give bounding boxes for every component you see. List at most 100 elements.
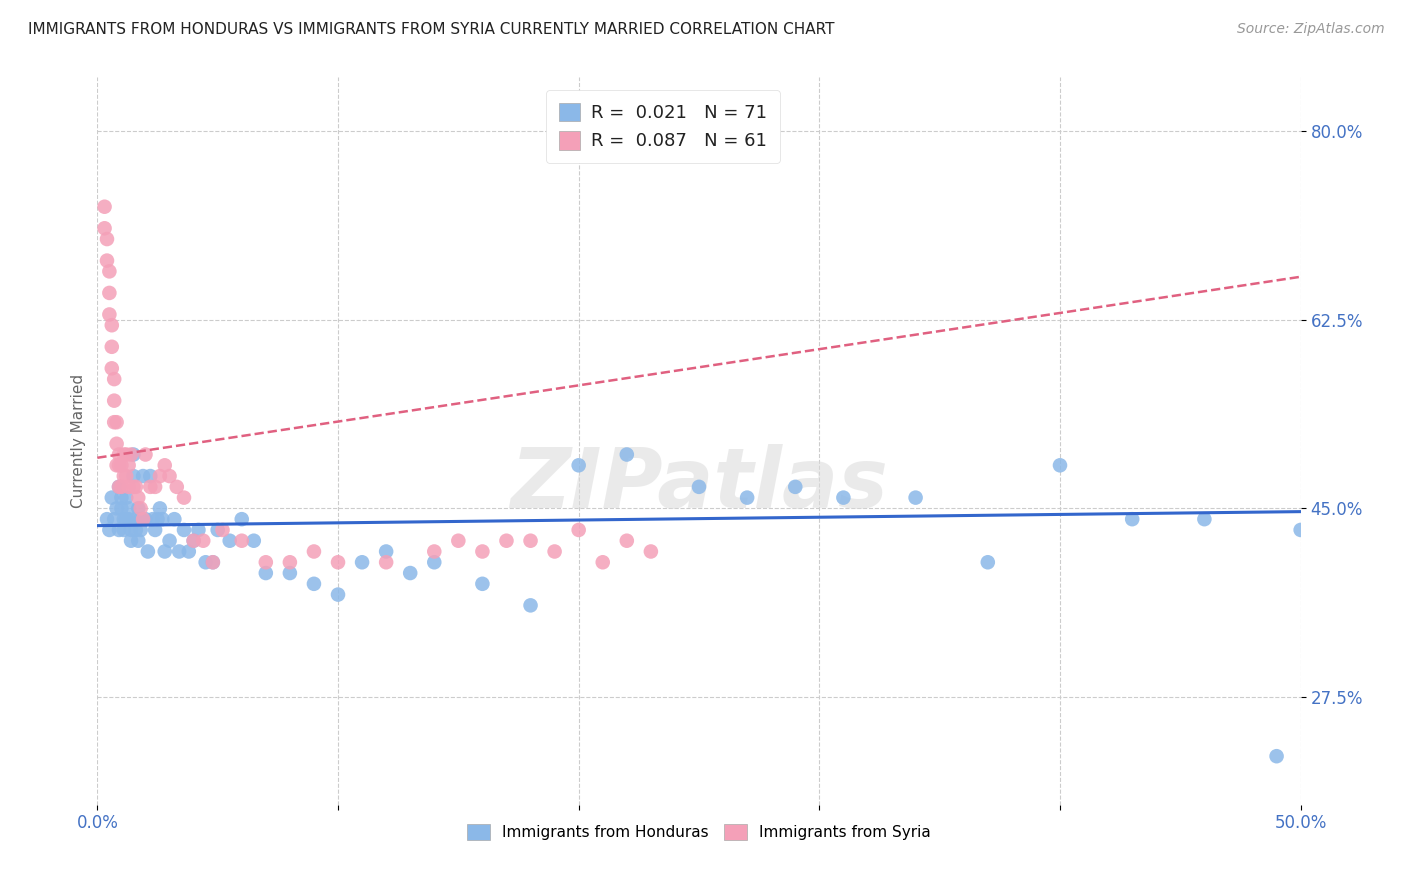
Point: [153, 458, 176, 473]
Point: [98, 264, 121, 278]
Point: [543, 544, 565, 558]
Point: [1121, 512, 1143, 526]
Point: [173, 523, 195, 537]
Point: [568, 523, 591, 537]
Point: [103, 415, 125, 429]
Point: [120, 523, 142, 537]
Point: [110, 501, 132, 516]
Point: [688, 480, 710, 494]
Point: [117, 512, 139, 526]
Point: [96, 253, 118, 268]
Point: [103, 512, 125, 526]
Point: [167, 544, 190, 558]
Point: [183, 533, 205, 548]
Point: [832, 491, 855, 505]
Point: [105, 458, 128, 473]
Legend: R =  0.021   N = 71, R =  0.087   N = 61: R = 0.021 N = 71, R = 0.087 N = 61: [546, 90, 780, 163]
Point: [785, 480, 807, 494]
Point: [105, 501, 128, 516]
Point: [108, 448, 131, 462]
Point: [1265, 749, 1288, 764]
Point: [129, 501, 152, 516]
Point: [129, 523, 152, 537]
Point: [142, 512, 165, 526]
Point: [592, 555, 614, 569]
Point: [149, 501, 172, 516]
Point: [103, 393, 125, 408]
Point: [231, 533, 253, 548]
Point: [302, 576, 325, 591]
Point: [110, 480, 132, 494]
Point: [143, 480, 166, 494]
Point: [115, 469, 138, 483]
Point: [519, 599, 541, 613]
Point: [616, 533, 638, 548]
Point: [201, 555, 224, 569]
Point: [278, 566, 301, 580]
Point: [125, 480, 148, 494]
Point: [122, 480, 145, 494]
Point: [115, 491, 138, 505]
Point: [254, 566, 277, 580]
Point: [136, 544, 159, 558]
Point: [112, 448, 135, 462]
Point: [132, 512, 155, 526]
Point: [108, 523, 131, 537]
Point: [117, 458, 139, 473]
Point: [1289, 523, 1312, 537]
Point: [640, 544, 662, 558]
Point: [132, 469, 155, 483]
Point: [201, 555, 224, 569]
Point: [101, 491, 124, 505]
Point: [117, 501, 139, 516]
Point: [423, 555, 446, 569]
Point: [108, 480, 131, 494]
Point: [96, 232, 118, 246]
Point: [231, 512, 253, 526]
Point: [173, 491, 195, 505]
Point: [103, 372, 125, 386]
Point: [977, 555, 1000, 569]
Point: [616, 448, 638, 462]
Point: [93, 200, 115, 214]
Point: [183, 533, 205, 548]
Point: [519, 533, 541, 548]
Point: [115, 512, 138, 526]
Point: [153, 544, 176, 558]
Point: [122, 448, 145, 462]
Point: [129, 512, 152, 526]
Text: IMMIGRANTS FROM HONDURAS VS IMMIGRANTS FROM SYRIA CURRENTLY MARRIED CORRELATION : IMMIGRANTS FROM HONDURAS VS IMMIGRANTS F…: [28, 22, 835, 37]
Point: [211, 523, 233, 537]
Point: [352, 555, 374, 569]
Point: [120, 533, 142, 548]
Point: [110, 491, 132, 505]
Point: [447, 533, 470, 548]
Point: [187, 523, 209, 537]
Point: [101, 340, 124, 354]
Point: [159, 533, 181, 548]
Point: [326, 588, 349, 602]
Point: [101, 361, 124, 376]
Point: [127, 533, 149, 548]
Point: [112, 512, 135, 526]
Point: [254, 555, 277, 569]
Point: [218, 533, 240, 548]
Point: [112, 523, 135, 537]
Point: [139, 480, 162, 494]
Point: [105, 415, 128, 429]
Point: [302, 544, 325, 558]
Point: [495, 533, 517, 548]
Point: [278, 555, 301, 569]
Point: [399, 566, 422, 580]
Point: [125, 523, 148, 537]
Point: [93, 221, 115, 235]
Point: [146, 512, 169, 526]
Point: [143, 523, 166, 537]
Point: [112, 469, 135, 483]
Point: [163, 512, 186, 526]
Point: [139, 469, 162, 483]
Point: [326, 555, 349, 569]
Point: [127, 501, 149, 516]
Point: [101, 318, 124, 333]
Point: [98, 285, 121, 300]
